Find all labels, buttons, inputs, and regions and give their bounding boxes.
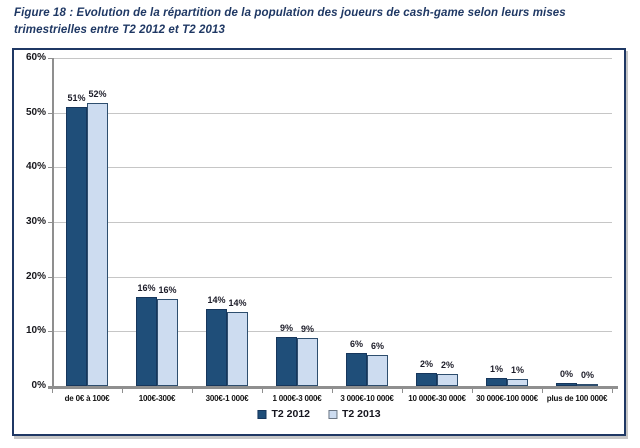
bar-t2-2012 [556,383,577,386]
y-tick-label: 10% [25,325,46,337]
x-tick [612,389,613,393]
gridline [52,331,612,333]
y-tick-label: 0% [31,380,46,391]
x-category-label: 100€-300€ [138,394,176,403]
bar-t2-2012 [136,297,157,386]
y-tick-label: 30% [25,216,46,227]
x-category-label: 1 000€-3 000€ [272,394,322,403]
y-tick [48,222,52,223]
gridline [52,58,612,59]
y-tick-label: 40% [25,161,46,173]
x-tick [472,389,473,393]
x-category-label: 300€-1 000€ [205,394,249,403]
gridline [52,112,612,114]
y-tick [48,167,52,169]
y-tick-label: 60% [25,52,46,63]
bar-t2-2013 [227,312,248,386]
x-tick [332,389,333,393]
x-tick [402,389,403,393]
legend-swatch-t2-2012 [257,409,267,419]
bar-value-label: 2% [440,360,455,370]
y-axis [52,58,54,386]
x-tick [262,389,263,393]
bar-t2-2012 [416,373,437,386]
bar-t2-2012 [206,309,227,386]
bar-t2-2012 [276,337,297,386]
bar-value-label: 16% [137,283,156,293]
x-tick [542,389,543,393]
legend-label-t2-2012: T2 2012 [271,408,310,420]
x-category-label: plus de 100 000€ [546,394,608,403]
bar-t2-2013 [297,338,318,386]
gridline [52,222,612,223]
bar-t2-2013 [437,374,458,386]
bar-t2-2013 [577,384,598,386]
bar-value-label: 14% [207,295,226,305]
x-tick [52,389,53,393]
bar-value-label: 1% [510,365,525,375]
bar-t2-2013 [157,299,178,386]
x-category-label: 30 000€-100 000€ [476,394,538,403]
y-tick-label: 50% [25,106,46,118]
x-category-label: de 0€ à 100€ [64,394,110,403]
bar-t2-2012 [346,353,367,386]
legend: T2 2012 T2 2013 [257,408,381,420]
bar-value-label: 16% [158,285,177,295]
x-axis [48,386,618,389]
bar-value-label: 2% [419,359,434,369]
y-tick [48,58,52,59]
gridline [52,276,612,278]
bar-t2-2012 [486,378,507,386]
bar-t2-2013 [367,355,388,386]
x-category-label: 10 000€-30 000€ [408,394,466,403]
bar-value-label: 6% [370,341,385,351]
bar-value-label: 52% [88,89,107,99]
bar-t2-2013 [507,379,528,386]
bar-t2-2013 [87,103,108,386]
bar-value-label: 51% [67,93,86,103]
plot-area: 0% 10% 20% 30% 40% 50% 60% de 0€ à 100€ 100€-300… [14,50,624,434]
figure-title: Figure 18 : Evolution de la répartition … [14,7,566,37]
legend-label-t2-2013: T2 2013 [342,408,381,420]
bar-value-label: 0% [580,370,595,380]
x-category-label: 3 000€-10 000€ [340,394,394,403]
gridline [52,167,612,169]
y-tick [48,331,52,333]
y-tick [48,112,52,114]
y-tick [48,276,52,278]
bar-value-label: 1% [489,364,504,374]
bar-value-label: 0% [559,369,574,379]
legend-item-t2-2013: T2 2013 [328,408,381,420]
bar-value-label: 9% [279,323,294,333]
bar-value-label: 9% [300,324,315,334]
legend-item-t2-2012: T2 2012 [257,408,310,420]
bar-value-label: 6% [349,339,364,349]
x-tick [192,389,193,393]
x-tick [122,389,123,393]
y-tick-label: 20% [25,270,46,282]
figure-chart: 0% 10% 20% 30% 40% 50% 60% de 0€ à 100€ 100€-300… [12,48,626,436]
bar-value-label: 14% [228,298,247,308]
legend-swatch-t2-2013 [328,409,337,419]
bar-t2-2012 [66,107,87,386]
